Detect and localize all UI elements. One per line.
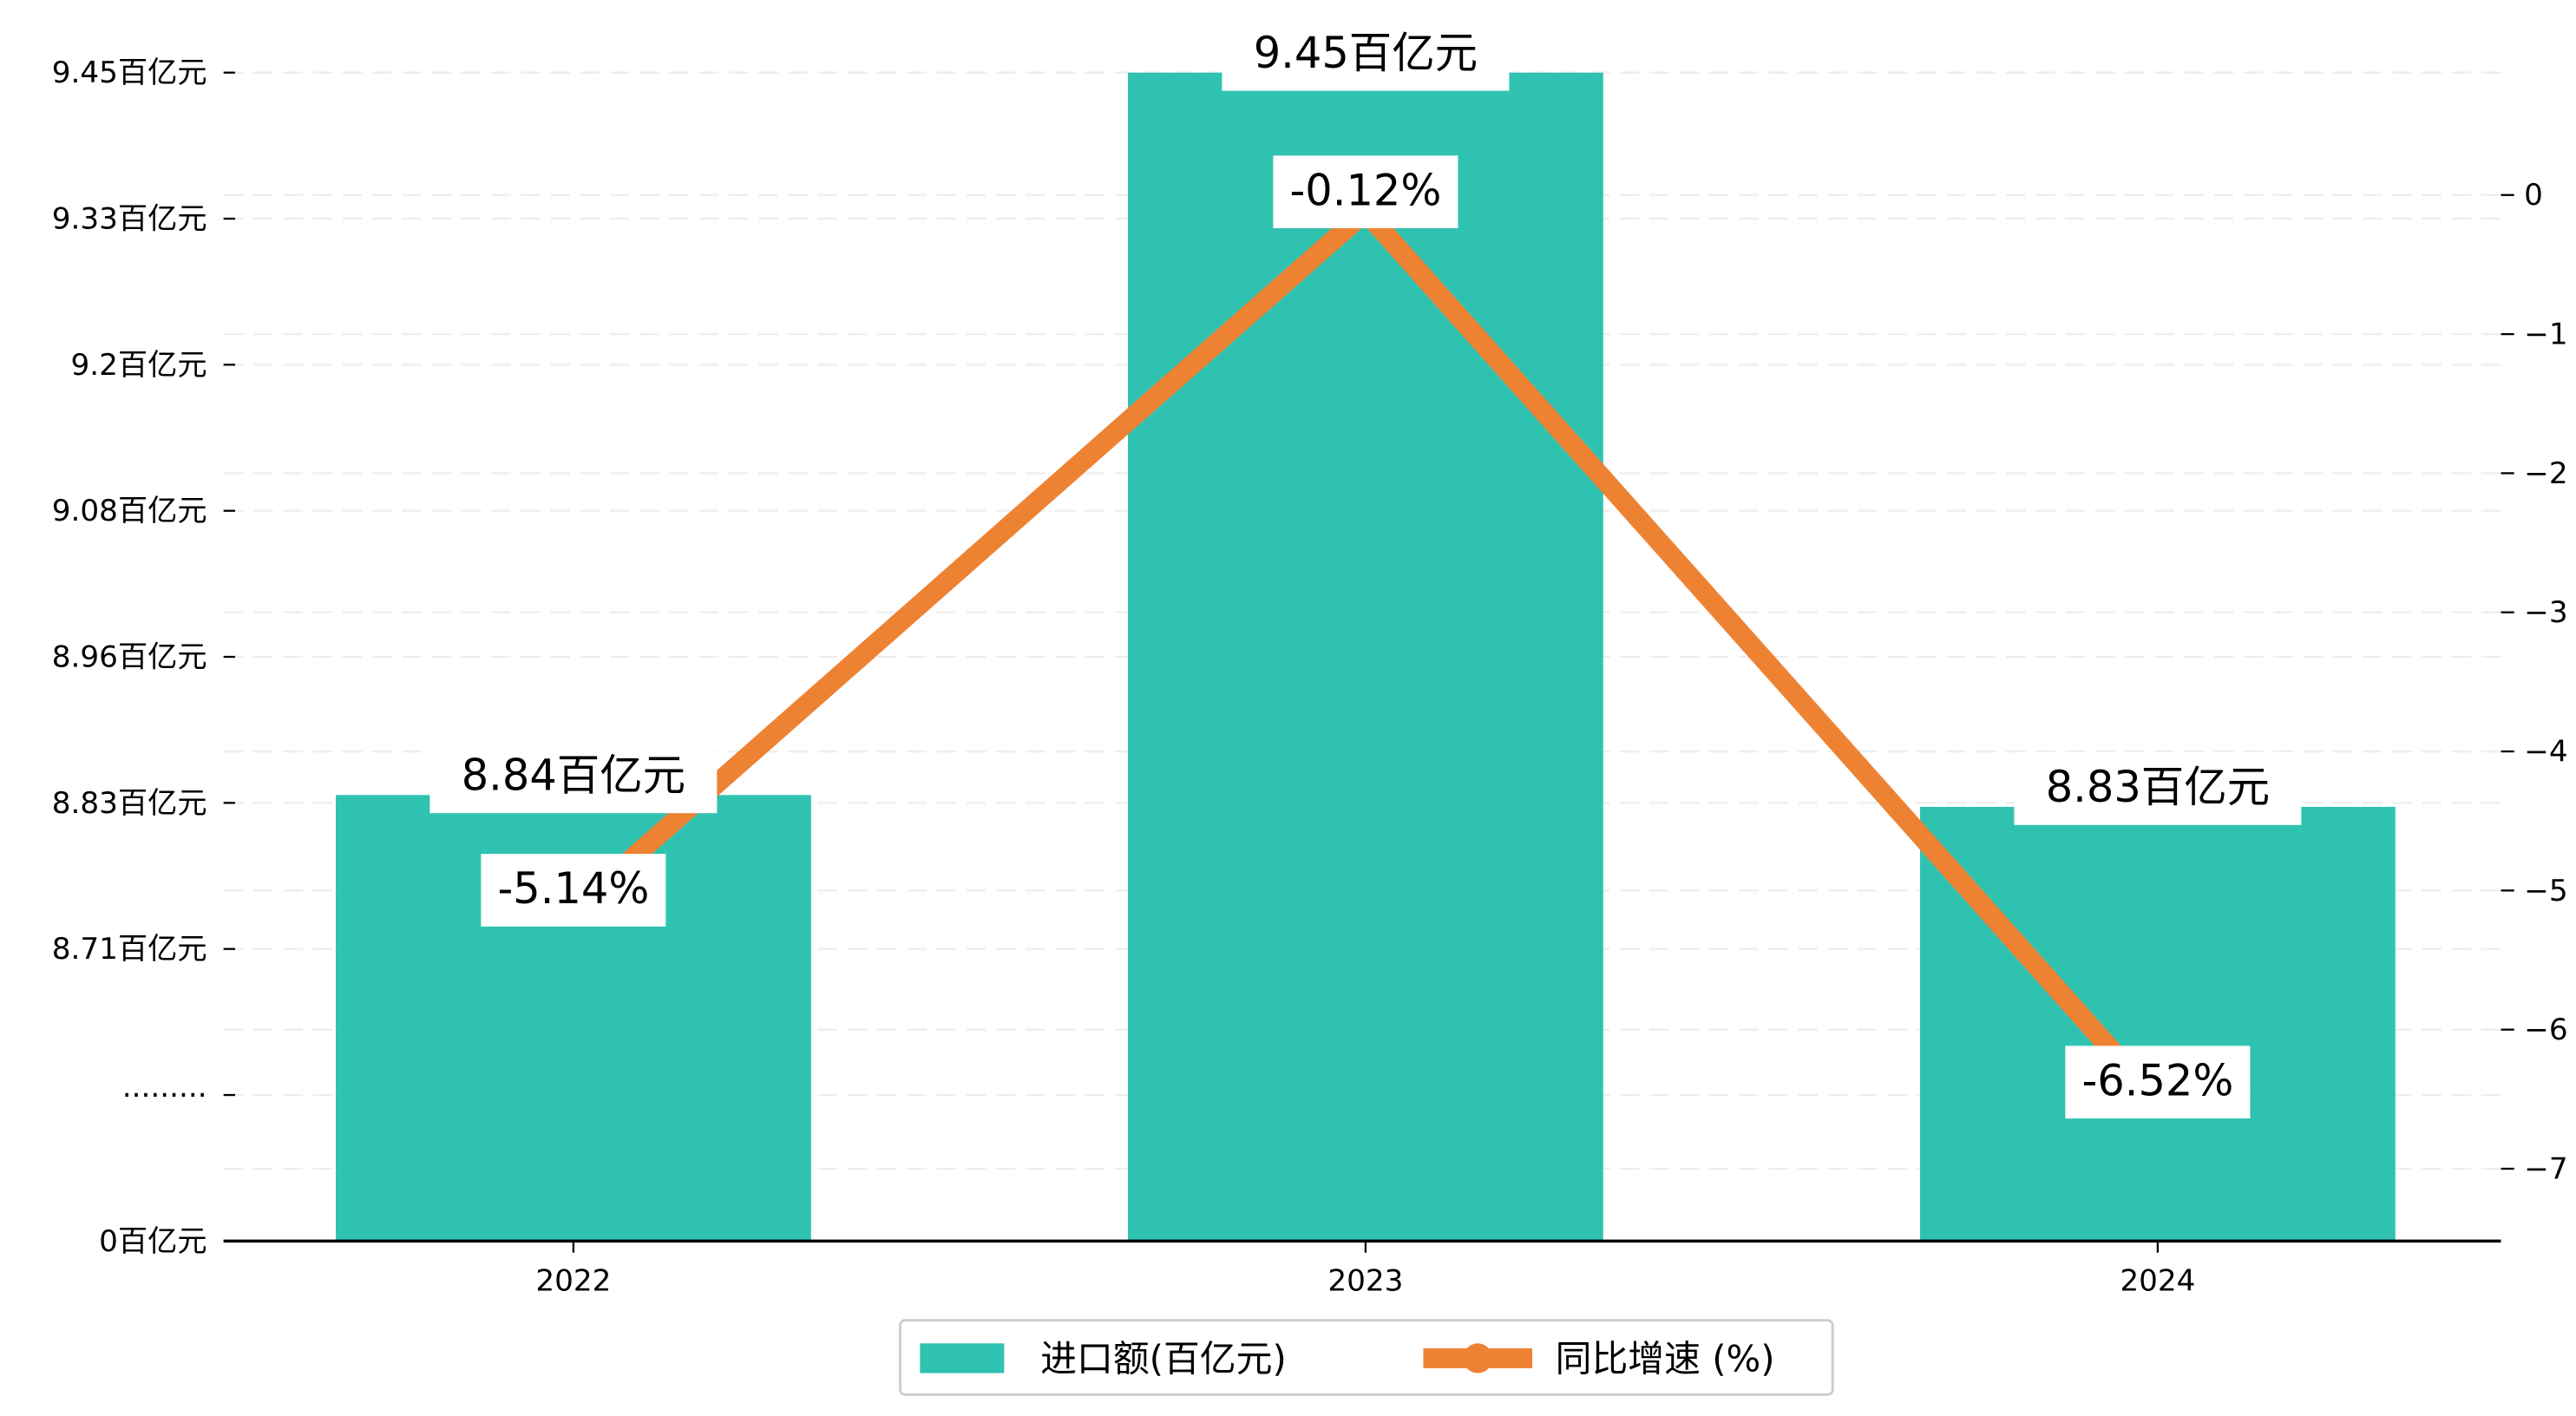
- bar-value-label: 9.45百亿元: [1254, 28, 1478, 78]
- legend-bar-label: 进口额(百亿元): [1040, 1338, 1287, 1380]
- axes: 0百亿元 ········· 8.71百亿元 8.83百亿元 8.96百亿元 9.08百亿…: [52, 56, 2568, 1298]
- growth-value-label: -6.52%: [2081, 1055, 2233, 1105]
- bar-value-label-box: [1222, 17, 1510, 91]
- right-tick-label: −4: [2524, 734, 2567, 769]
- left-tick-label: 8.71百亿元: [52, 932, 207, 967]
- growth-value-label-box: [481, 854, 666, 927]
- bar-value-label-box: [429, 740, 718, 814]
- left-tick-label: 9.33百亿元: [52, 201, 207, 236]
- legend-line-marker: [1463, 1343, 1493, 1373]
- growth-value-label: -0.12%: [1289, 165, 1441, 215]
- bar-2023: [1127, 72, 1603, 1242]
- data-labels: 8.84百亿元 9.45百亿元 8.83百亿元 -5.14% -0.12% -6.52%: [429, 17, 2302, 1119]
- bar-value-label-box: [2014, 752, 2302, 825]
- left-tick-label: ·········: [122, 1078, 207, 1112]
- legend-line-label: 同比增速 (%): [1556, 1338, 1775, 1380]
- legend: 进口额(百亿元) 同比增速 (%): [899, 1319, 1834, 1396]
- growth-value-label-box: [1273, 155, 1458, 229]
- legend-bar-swatch: [920, 1343, 1005, 1373]
- right-tick-label: 0: [2524, 178, 2543, 213]
- x-tick-label: 2023: [1327, 1263, 1403, 1298]
- growth-value-label: -5.14%: [497, 863, 649, 914]
- left-tick-label: 9.2百亿元: [71, 348, 207, 383]
- right-tick-label: −1: [2524, 318, 2567, 352]
- right-tick-label: −2: [2524, 456, 2567, 491]
- x-tick-label: 2022: [535, 1263, 611, 1298]
- bar-value-label: 8.83百亿元: [2046, 762, 2270, 812]
- right-tick-label: −5: [2524, 874, 2567, 908]
- left-tick-label: 9.45百亿元: [52, 56, 207, 90]
- growth-value-label-box: [2065, 1046, 2251, 1119]
- left-tick-label: 8.83百亿元: [52, 786, 207, 821]
- left-tick-label: 8.96百亿元: [52, 639, 207, 674]
- left-tick-label: 0百亿元: [99, 1224, 206, 1259]
- legend-frame: [899, 1319, 1834, 1396]
- right-tick-label: −7: [2524, 1151, 2567, 1186]
- right-tick-label: −6: [2524, 1013, 2567, 1047]
- left-tick-label: 9.08百亿元: [52, 494, 207, 528]
- x-tick-label: 2024: [2120, 1263, 2195, 1298]
- bar-value-label: 8.84百亿元: [462, 751, 685, 801]
- bars: [335, 72, 2396, 1242]
- bar-2024: [1920, 806, 2396, 1242]
- right-tick-label: −3: [2524, 595, 2567, 630]
